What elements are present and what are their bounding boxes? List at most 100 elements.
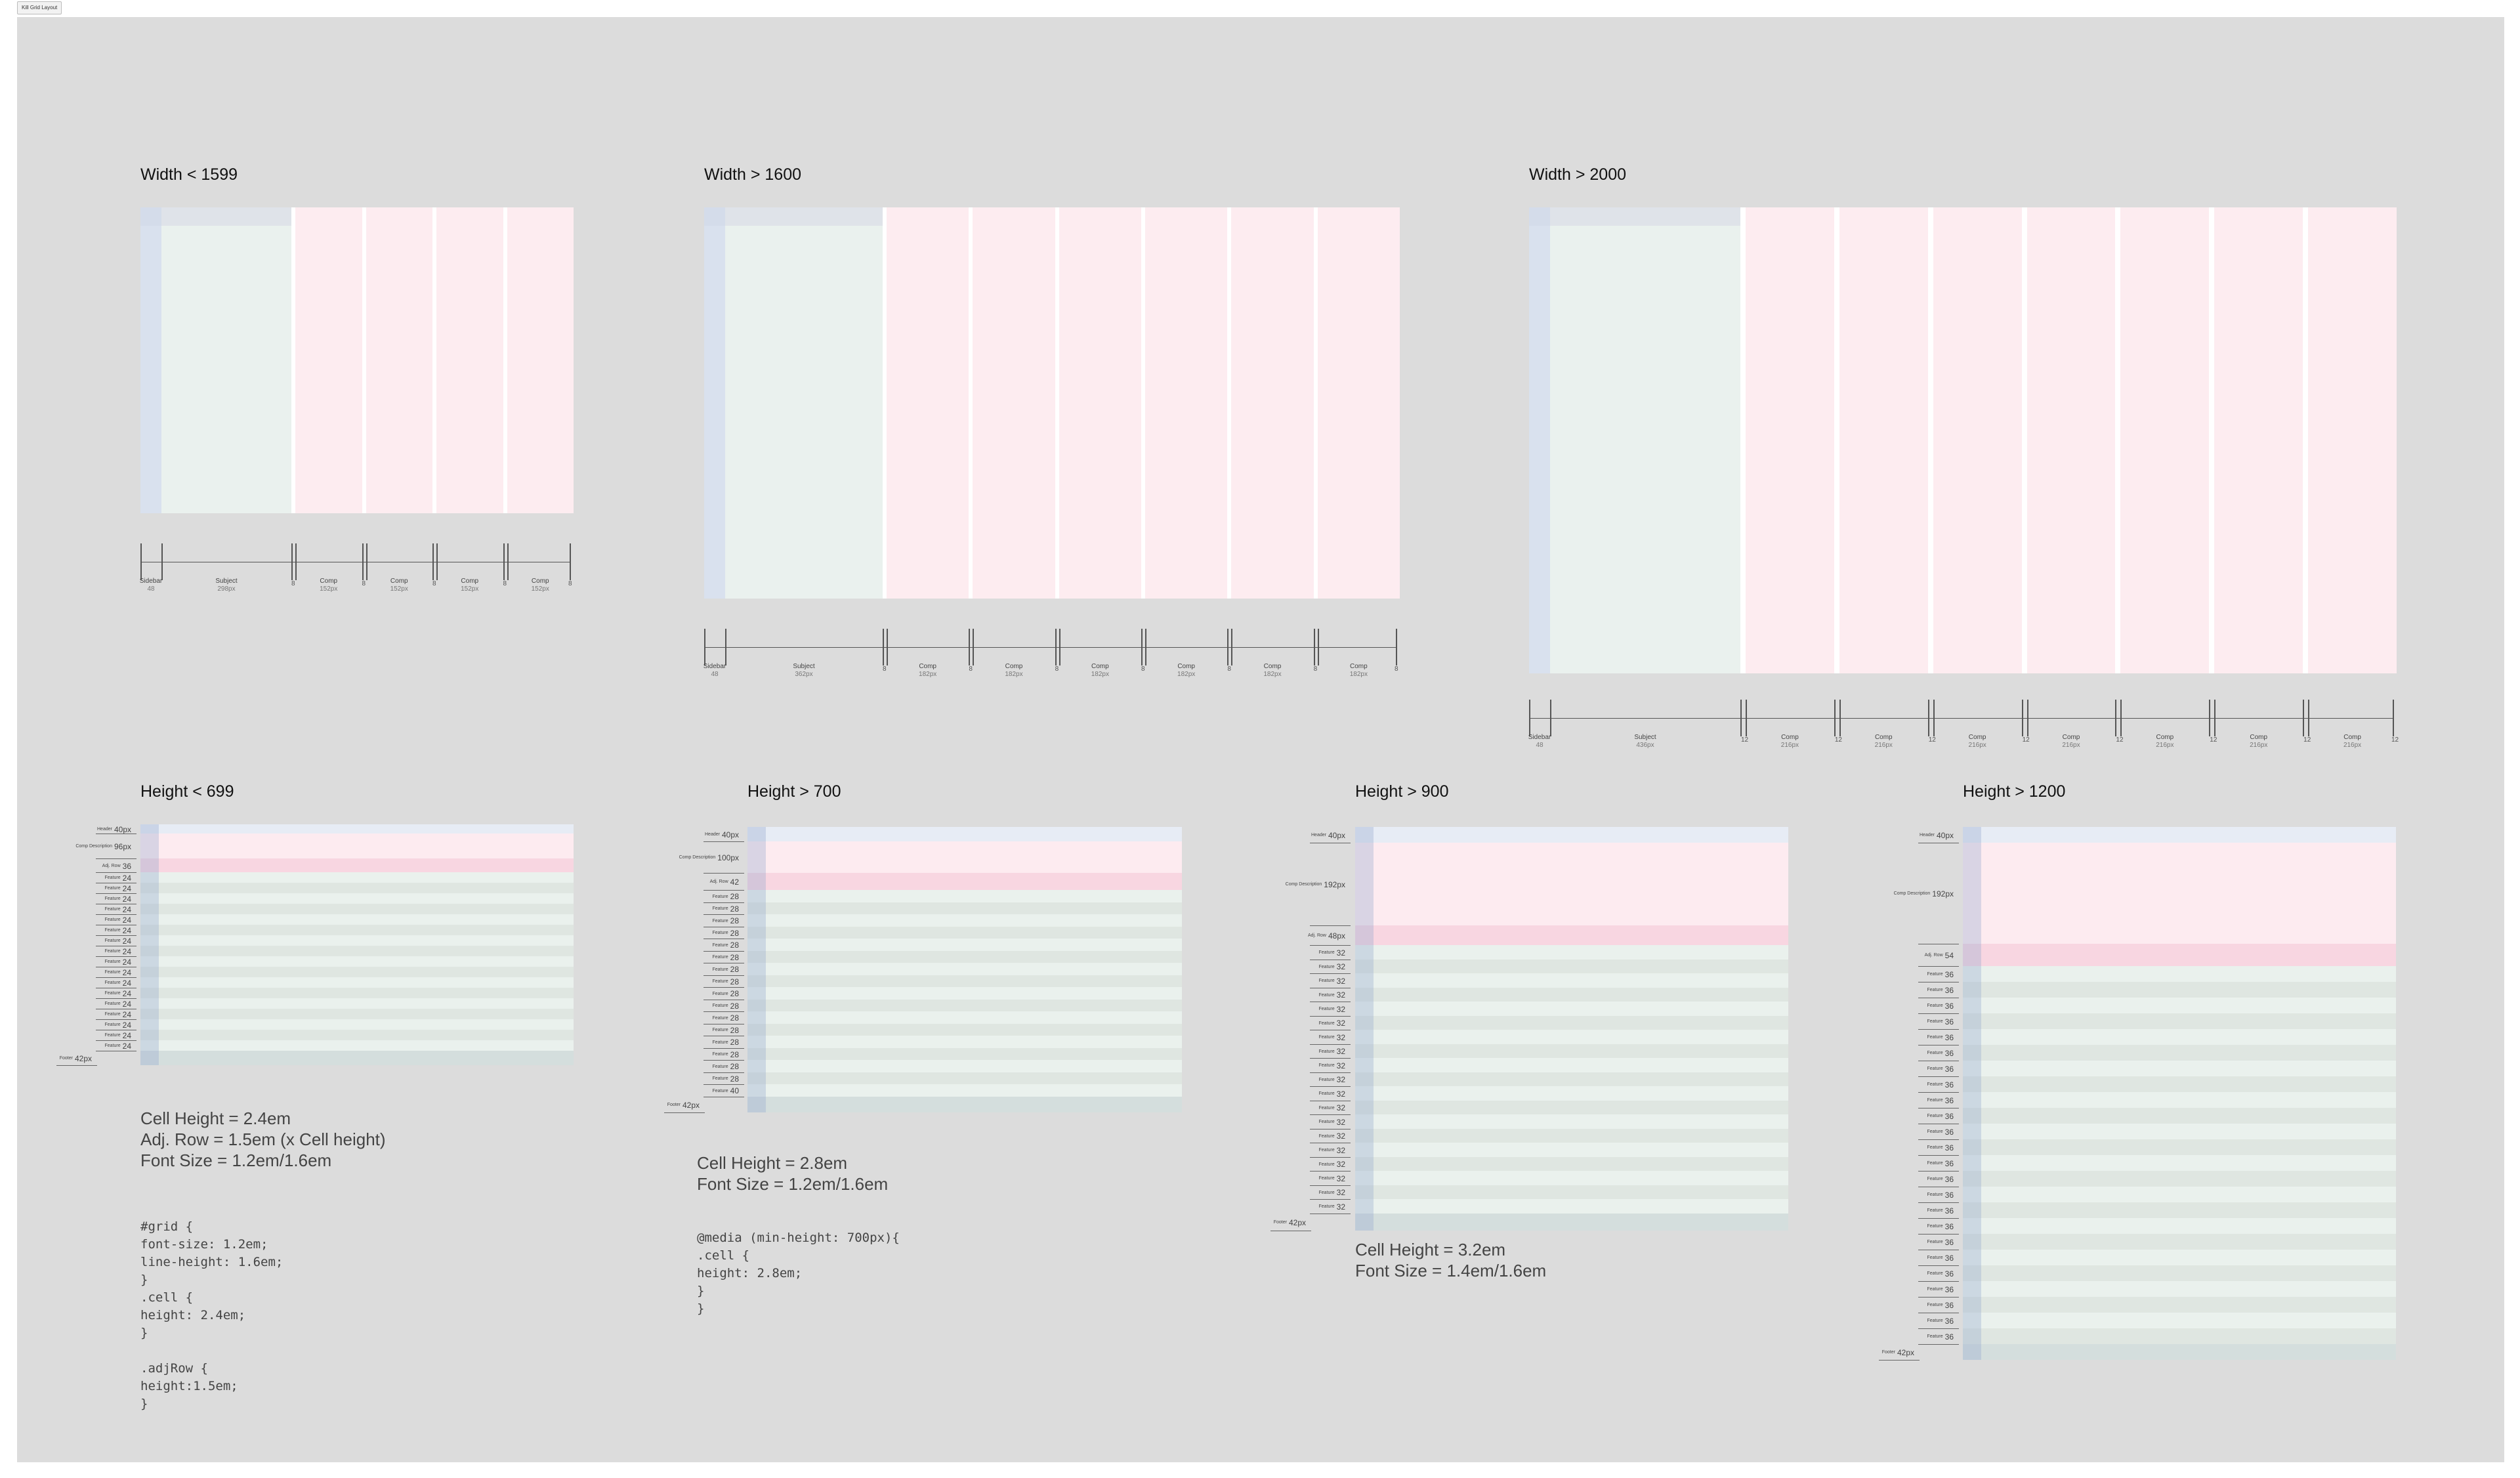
row-label-name: Feature (1318, 964, 1335, 969)
comp-column (1933, 207, 2022, 673)
row-sidebar-cell (747, 902, 766, 914)
comp-dimension-label-text: Comp (1781, 734, 1799, 741)
column-gutter (432, 207, 436, 513)
comp-dimension-label: Comp 152px (430, 578, 509, 593)
dimension-tick (1317, 629, 1319, 665)
dimension-tick (295, 543, 297, 580)
row-label-value: 42 (730, 877, 739, 887)
row-sidebar-cell (1963, 1124, 1981, 1139)
row-divider-line (1918, 1234, 1959, 1235)
row-sidebar-cell (1963, 1234, 1981, 1250)
column-gutter (969, 207, 973, 599)
comp-column (1839, 207, 1928, 673)
header-subject-cell (725, 207, 883, 226)
gap-dimension-label: 8 (1313, 665, 1318, 673)
note-adj-row: Adj. Row = 1.5em (x Cell height) (140, 1130, 386, 1149)
width-section-title: Width > 1600 (704, 165, 802, 184)
row-label-value: 96px (114, 841, 131, 851)
gap-dimension-label: 8 (362, 580, 366, 587)
gap-dimension-label: 8 (291, 580, 295, 587)
grid-row-feat-b (1355, 1072, 1788, 1086)
row-label-value: 32 (1336, 962, 1345, 972)
grid-row-feat-a (140, 914, 574, 925)
row-sidebar-cell (747, 890, 766, 902)
grid-row-feat-b (747, 1047, 1182, 1060)
grid-row-feat-a (1963, 966, 2396, 982)
comp-column (2214, 207, 2303, 673)
row-divider-line (1918, 1218, 1959, 1219)
row-label-desc: Comp Description 192px (1866, 888, 1954, 900)
row-label-feat-b: Feature 24 (43, 1030, 131, 1042)
note-cell-height: Cell Height = 3.2em (1355, 1240, 1506, 1259)
row-label-header: Header 40px (43, 824, 131, 835)
row-label-name: Feature (712, 1040, 728, 1045)
row-divider-line (1918, 1013, 1959, 1014)
row-label-name: Feature (712, 1003, 728, 1009)
row-sidebar-cell (1355, 987, 1374, 1002)
grid-row-feat-b (140, 904, 574, 914)
grid-row-feat-a (1355, 1086, 1788, 1101)
row-label-feat-a: Feature 28 (651, 1036, 739, 1048)
row-divider-line (704, 950, 744, 952)
row-label-value: 36 (1944, 1001, 1954, 1011)
grid-row-feat-a (1355, 1171, 1788, 1185)
row-label-header: Header 40px (1257, 830, 1345, 841)
row-label-value: 32 (1336, 1047, 1345, 1057)
row-label-value: 28 (730, 1062, 739, 1072)
row-label-value: 24 (122, 873, 131, 883)
row-label-feat-a: Feature 24 (43, 1019, 131, 1031)
row-divider-line (1918, 1328, 1959, 1329)
row-label-name: Feature (712, 955, 728, 960)
row-sidebar-cell (140, 1040, 159, 1051)
comp-dimension-label-text: Comp (2062, 734, 2080, 741)
row-label-name: Feature (712, 967, 728, 972)
row-sidebar-cell (747, 1060, 766, 1072)
gap-dimension-label: 8 (503, 580, 507, 587)
grid-row-feat-b (1355, 1100, 1788, 1114)
row-label-value: 24 (122, 946, 131, 956)
row-divider-line (96, 1019, 136, 1020)
row-label-value: 36 (1944, 1174, 1954, 1184)
row-label-value: 24 (122, 957, 131, 967)
row-label-name: Feature (1318, 1063, 1335, 1068)
row-label-value: 32 (1336, 1004, 1345, 1014)
frame-label[interactable]: Kill Grid Layout (17, 1, 62, 14)
row-label-name: Feature (1927, 1240, 1943, 1245)
row-sidebar-cell (1963, 1013, 1981, 1029)
gap-dimension-label: 8 (432, 580, 436, 587)
row-sidebar-cell (1963, 998, 1981, 1013)
grid-row-feat-a (1355, 1030, 1788, 1044)
row-label-name: Feature (712, 1076, 728, 1082)
row-sidebar-cell (747, 1047, 766, 1060)
column-gutter (291, 207, 295, 513)
row-label-name: Feature (712, 991, 728, 996)
row-label-name: Feature (1927, 1256, 1943, 1261)
row-label-name: Feature (1318, 979, 1335, 984)
comp-dimension-label-text: Comp (1349, 663, 1368, 670)
row-label-feat-a: Feature 40 (651, 1085, 739, 1097)
comp-dimension-label-value: 182px (1005, 671, 1023, 678)
row-label-feat-a: Feature 32 (1257, 947, 1345, 959)
sidebar-dimension-label-text: Sidebar (139, 578, 163, 585)
row-divider-line (96, 872, 136, 873)
grid-row-feat-a (1963, 1029, 2396, 1045)
row-sidebar-cell (1355, 945, 1374, 960)
row-label-name: Feature (1927, 1051, 1943, 1056)
row-label-footer: Footer 42px (1826, 1347, 1914, 1359)
grid-row-header (1355, 827, 1788, 843)
row-label-name: Feature (104, 907, 121, 912)
grid-row-feat-a (1355, 973, 1788, 988)
row-sidebar-cell (1963, 1202, 1981, 1218)
dimension-line (704, 647, 1396, 648)
row-label-value: 40px (1936, 830, 1954, 840)
comp-dimension-label-value: 152px (461, 585, 479, 593)
row-label-value: 36 (1944, 1143, 1954, 1152)
row-label-name: Feature (1318, 1162, 1335, 1167)
grid-row-feat-a (1355, 1143, 1788, 1157)
row-divider-line (96, 914, 136, 915)
row-label-value: 36 (1944, 1127, 1954, 1137)
row-label-feat-a: Feature 32 (1257, 1145, 1345, 1156)
comp-dimension-label-text: Comp (390, 578, 408, 585)
row-divider-line (1310, 945, 1351, 946)
row-label-name: Feature (1318, 1049, 1335, 1054)
